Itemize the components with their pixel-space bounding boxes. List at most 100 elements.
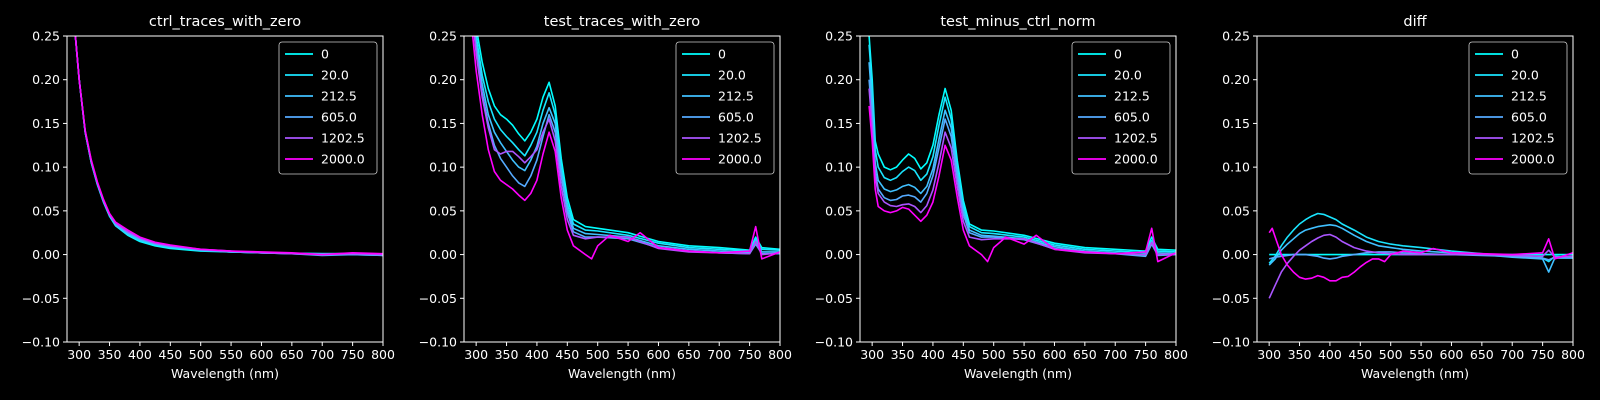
legend-label: 2000.0 <box>718 152 762 167</box>
x-tick-label: 300 <box>1257 347 1281 362</box>
series-line <box>1268 224 1573 273</box>
x-tick-label: 450 <box>1348 347 1372 362</box>
y-tick-label: 0.10 <box>32 160 60 175</box>
legend-label: 20.0 <box>1511 68 1539 83</box>
series-line <box>474 36 780 254</box>
x-tick-label: 750 <box>738 347 762 362</box>
series-line <box>1268 227 1573 282</box>
x-tick-label: 450 <box>951 347 975 362</box>
legend-label: 1202.5 <box>718 131 762 146</box>
y-tick-label: 0.20 <box>1222 72 1250 87</box>
x-tick-label: 600 <box>647 347 671 362</box>
legend-label: 20.0 <box>1114 68 1142 83</box>
x-tick-label: 800 <box>768 347 792 362</box>
x-tick-label: 500 <box>1379 347 1403 362</box>
chart-title: diff <box>1403 14 1427 30</box>
legend-label: 20.0 <box>321 68 349 83</box>
legend-label: 2000.0 <box>321 152 365 167</box>
series-line <box>868 36 1176 252</box>
x-tick-label: 550 <box>219 347 243 362</box>
y-tick-label: −0.05 <box>815 291 853 306</box>
x-tick-label: 300 <box>860 347 884 362</box>
legend-label: 20.0 <box>718 68 746 83</box>
y-tick-label: −0.10 <box>815 335 853 350</box>
series-group <box>471 36 780 260</box>
x-tick-label: 650 <box>280 347 304 362</box>
legend-label: 1202.5 <box>1511 131 1555 146</box>
chart-panel: 300 350 400 450 500 550 600 650 700 750 800 −0.10 −0… <box>419 14 792 381</box>
x-tick-label: 550 <box>1409 347 1433 362</box>
x-axis-label: Wavelength (nm) <box>1361 366 1469 381</box>
x-tick-label: 700 <box>310 347 334 362</box>
y-tick-label: 0.15 <box>32 116 60 131</box>
legend: 0 20.0 212.5 605.0 1202.5 2000.0 <box>1071 41 1171 175</box>
legend-label: 0 <box>1114 47 1122 62</box>
plot-frame <box>859 35 1177 343</box>
series-line <box>868 62 1176 256</box>
y-tick-label: 0.15 <box>1222 116 1250 131</box>
x-tick-label: 300 <box>67 347 91 362</box>
y-tick-label: 0.00 <box>1222 247 1250 262</box>
y-tick-label: 0.05 <box>429 203 457 218</box>
x-tick-label: 500 <box>189 347 213 362</box>
y-tick-label: −0.05 <box>22 291 60 306</box>
series-group <box>74 36 383 257</box>
plot-frame <box>66 35 384 343</box>
series-group <box>868 36 1176 263</box>
series-line <box>476 36 780 251</box>
series-line <box>868 105 1176 263</box>
y-tick-label: 0.00 <box>32 247 60 262</box>
x-tick-label: 400 <box>1318 347 1342 362</box>
legend-label: 605.0 <box>718 110 754 125</box>
plot-frame <box>1256 35 1574 343</box>
legend-label: 0 <box>321 47 329 62</box>
legend-label: 1202.5 <box>321 131 365 146</box>
y-tick-label: 0.00 <box>825 247 853 262</box>
legend-label: 212.5 <box>1114 89 1150 104</box>
x-tick-label: 400 <box>128 347 152 362</box>
y-tick-label: 0.15 <box>825 116 853 131</box>
legend-label: 1202.5 <box>1114 131 1158 146</box>
x-tick-label: 700 <box>1500 347 1524 362</box>
series-line <box>1268 233 1573 299</box>
y-tick-label: 0.25 <box>1222 29 1250 44</box>
chart-panel: 300 350 400 450 500 550 600 650 700 750 800 −0.10 −0… <box>815 14 1188 381</box>
chart-panel: 300 350 400 450 500 550 600 650 700 750 800 −0.10 −0… <box>22 14 395 381</box>
x-tick-label: 500 <box>586 347 610 362</box>
x-tick-label: 800 <box>371 347 395 362</box>
legend-label: 212.5 <box>718 89 754 104</box>
x-axis-label: Wavelength (nm) <box>964 366 1072 381</box>
series-line <box>868 44 1176 254</box>
y-tick-label: 0.25 <box>32 29 60 44</box>
x-tick-label: 350 <box>98 347 122 362</box>
y-tick-label: 0.15 <box>429 116 457 131</box>
y-tick-label: 0.10 <box>1222 160 1250 175</box>
x-tick-label: 550 <box>616 347 640 362</box>
x-tick-label: 650 <box>1073 347 1097 362</box>
x-tick-label: 350 <box>1288 347 1312 362</box>
legend: 0 20.0 212.5 605.0 1202.5 2000.0 <box>1468 41 1568 175</box>
y-tick-label: 0.25 <box>429 29 457 44</box>
x-tick-label: 400 <box>525 347 549 362</box>
legend-label: 212.5 <box>321 89 357 104</box>
x-tick-label: 600 <box>1043 347 1067 362</box>
x-axis-label: Wavelength (nm) <box>568 366 676 381</box>
y-tick-label: 0.05 <box>32 203 60 218</box>
x-tick-label: 450 <box>555 347 579 362</box>
y-tick-label: −0.05 <box>1212 291 1250 306</box>
y-tick-label: −0.10 <box>22 335 60 350</box>
y-tick-label: 0.10 <box>429 160 457 175</box>
x-tick-label: 700 <box>1103 347 1127 362</box>
x-tick-label: 800 <box>1164 347 1188 362</box>
x-tick-label: 600 <box>250 347 274 362</box>
x-tick-label: 400 <box>921 347 945 362</box>
y-tick-label: −0.05 <box>419 291 457 306</box>
x-tick-label: 600 <box>1440 347 1464 362</box>
chart-title: test_traces_with_zero <box>544 14 701 30</box>
y-tick-label: 0.20 <box>429 72 457 87</box>
y-tick-label: −0.10 <box>1212 335 1250 350</box>
x-tick-label: 350 <box>495 347 519 362</box>
legend-label: 0 <box>718 47 726 62</box>
y-tick-label: 0.10 <box>825 160 853 175</box>
